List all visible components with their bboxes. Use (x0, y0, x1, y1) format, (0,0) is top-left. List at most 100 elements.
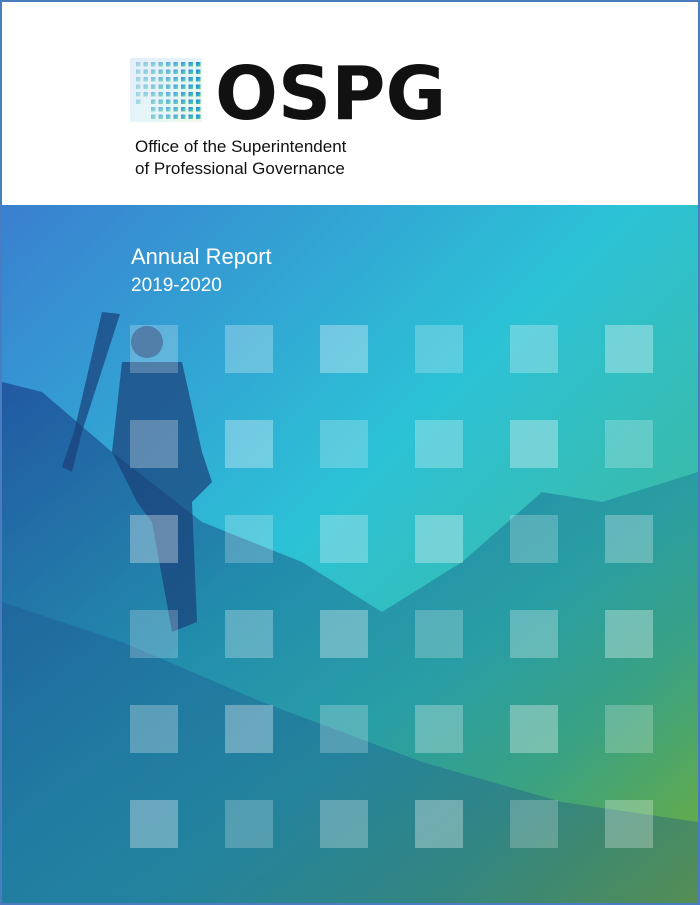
logo-dot (166, 92, 171, 97)
logo-dot (136, 77, 141, 82)
pattern-square (320, 325, 368, 373)
logo-dot (136, 100, 141, 105)
logo-dot (166, 70, 171, 75)
pattern-square (415, 610, 463, 658)
pattern-square (605, 515, 653, 563)
logo-dot (181, 92, 186, 97)
logo-dot (189, 70, 194, 75)
pattern-square (225, 325, 273, 373)
pattern-square (130, 515, 178, 563)
logo-dot (181, 107, 186, 112)
pattern-square (510, 420, 558, 468)
logo-dot (196, 77, 201, 82)
logo-dot (136, 92, 141, 97)
logo-dot (174, 107, 179, 112)
logo-dot (196, 107, 201, 112)
pattern-square (225, 515, 273, 563)
pattern-square (225, 610, 273, 658)
logo-dot (159, 92, 164, 97)
pattern-square (510, 610, 558, 658)
pattern-square (225, 420, 273, 468)
logo-dot (151, 92, 156, 97)
logo-dot (181, 100, 186, 105)
logo-dot (159, 77, 164, 82)
pattern-square (225, 800, 273, 848)
logo-dot (189, 92, 194, 97)
logo-dot (174, 77, 179, 82)
logo-dot (196, 115, 201, 120)
logo-dot (189, 62, 194, 67)
logo-dot (144, 92, 149, 97)
logo-dot (144, 77, 149, 82)
logo-dot (174, 85, 179, 90)
logo-dot (159, 70, 164, 75)
logo-dot (181, 77, 186, 82)
report-year: 2019-2020 (131, 275, 222, 296)
pattern-square (605, 325, 653, 373)
logo-dot (189, 77, 194, 82)
logo-dot (174, 100, 179, 105)
pattern-square (130, 610, 178, 658)
logo-dot (181, 115, 186, 120)
logo-dot (136, 70, 141, 75)
pattern-square (415, 515, 463, 563)
logo-dot (136, 62, 141, 67)
pattern-square (320, 420, 368, 468)
logo-dot (196, 92, 201, 97)
pattern-square (320, 515, 368, 563)
logo-text: OSPG (215, 51, 446, 137)
pattern-square (130, 705, 178, 753)
logo-dot (159, 115, 164, 120)
logo-dot (151, 115, 156, 120)
cover-page: OSPG Office of the Superintendent of Pro… (0, 0, 700, 905)
pattern-square (510, 515, 558, 563)
logo-dot (166, 107, 171, 112)
logo-mark (130, 58, 202, 122)
pattern-square (130, 420, 178, 468)
logo-dot (196, 62, 201, 67)
logo-dot (151, 77, 156, 82)
pattern-square (130, 800, 178, 848)
office-name: of Professional Governance (135, 159, 345, 178)
report-title: Annual Report (131, 244, 272, 269)
logo-dot (189, 100, 194, 105)
logo-dot (166, 115, 171, 120)
pattern-square (605, 610, 653, 658)
pattern-square (320, 610, 368, 658)
logo-dot (166, 77, 171, 82)
logo-dot (174, 115, 179, 120)
logo-dot (181, 85, 186, 90)
cover-art: OSPG Office of the Superintendent of Pro… (2, 2, 698, 903)
logo-dot (159, 62, 164, 67)
logo-dot (189, 107, 194, 112)
logo-dot (159, 85, 164, 90)
logo-dot (159, 107, 164, 112)
logo-dot (181, 62, 186, 67)
logo-dot (151, 85, 156, 90)
logo-fade (130, 58, 202, 122)
logo-dot (166, 62, 171, 67)
pattern-square (510, 325, 558, 373)
pattern-square (605, 420, 653, 468)
logo-dot (174, 92, 179, 97)
logo-dot (174, 62, 179, 67)
pattern-square (605, 800, 653, 848)
pattern-square (320, 800, 368, 848)
pattern-square (320, 705, 368, 753)
logo-dot (166, 100, 171, 105)
logo-dot (144, 85, 149, 90)
logo-dot (136, 85, 141, 90)
office-name: Office of the Superintendent (135, 137, 347, 156)
pattern-square (130, 325, 178, 373)
pattern-square (415, 800, 463, 848)
logo-dot (166, 85, 171, 90)
logo-dot (151, 70, 156, 75)
logo-dot (189, 115, 194, 120)
logo-dot (144, 62, 149, 67)
logo-dot (174, 70, 179, 75)
logo-dot (151, 107, 156, 112)
logo-dot (151, 100, 156, 105)
logo-dot (144, 70, 149, 75)
logo-dot (196, 100, 201, 105)
logo-dot (181, 70, 186, 75)
